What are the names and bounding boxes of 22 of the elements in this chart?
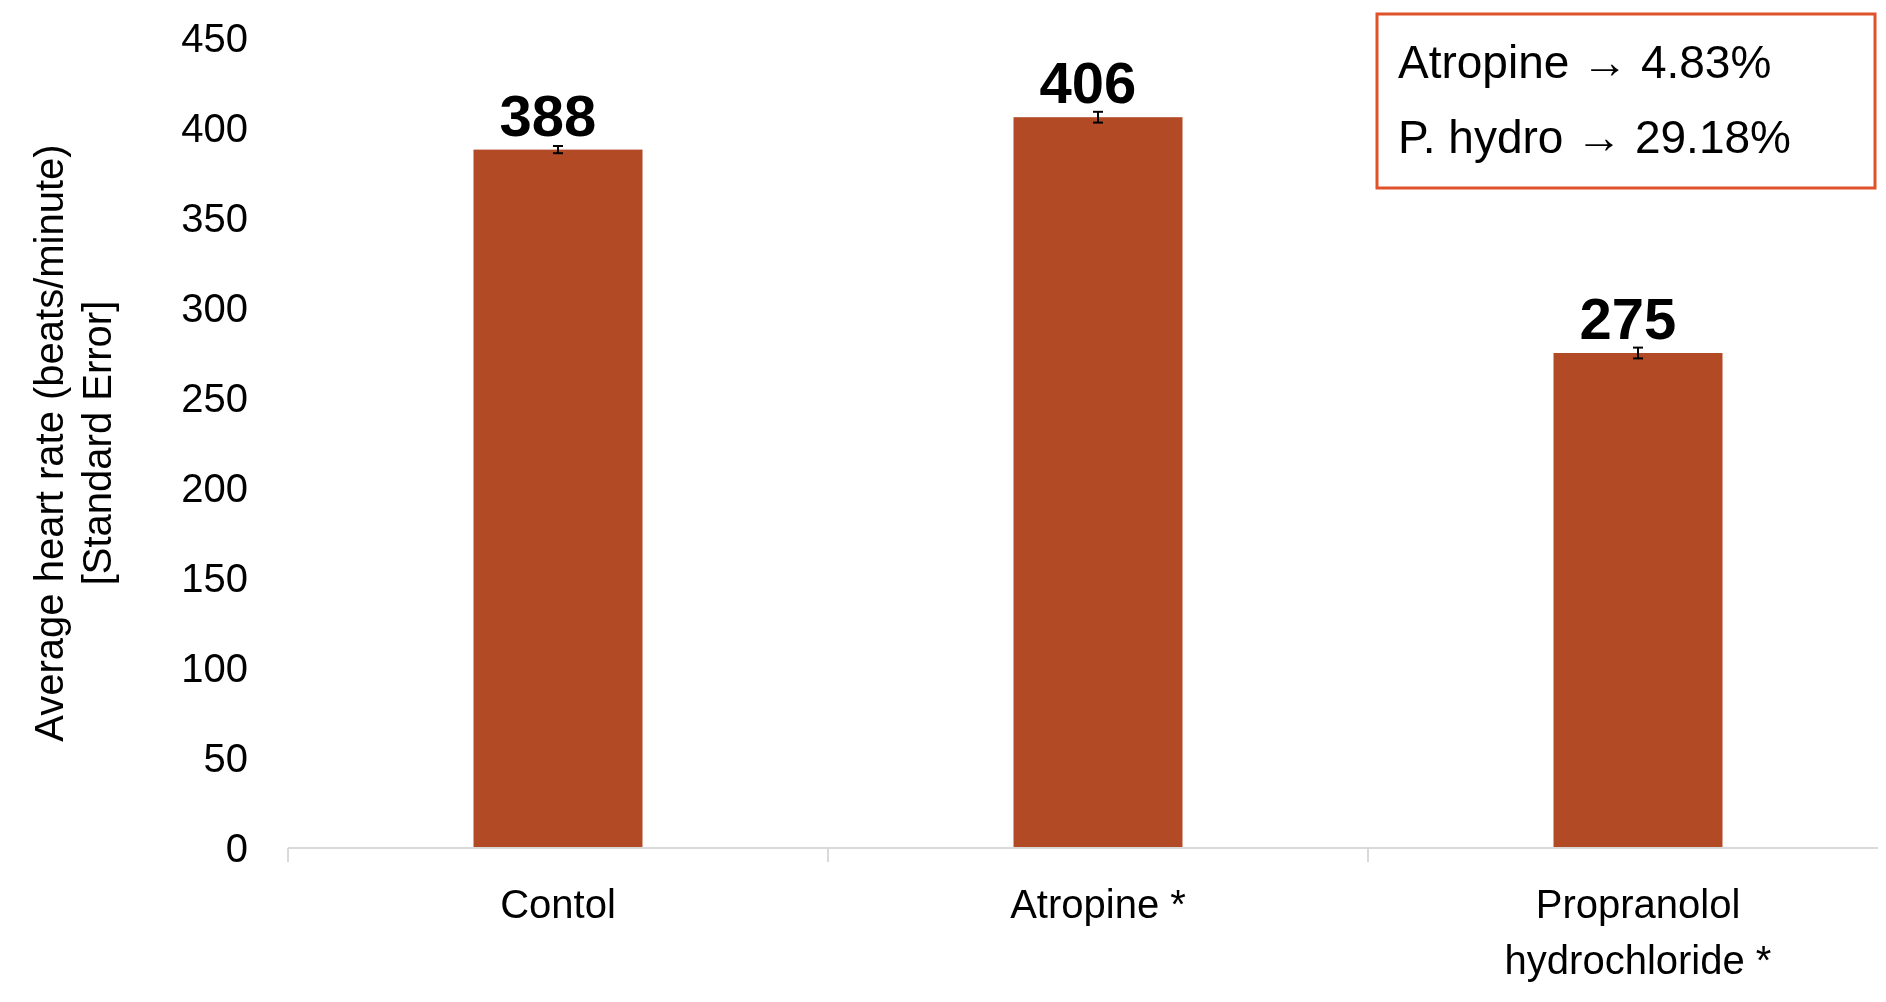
y-tick-label: 100 [181,646,248,690]
y-tick-label: 0 [225,826,248,870]
data-label: 388 [499,82,597,148]
y-tick-label: 350 [181,196,248,240]
y-tick-label: 300 [181,286,248,330]
y-tick-label: 250 [181,376,248,420]
x-tick-label: Contol [500,882,616,926]
y-axis-title: Average heart rate (beats/minute) [Standard Error] [27,144,119,742]
data-label: 406 [1039,50,1137,116]
annotation: Atropine → 4.83% [1398,36,1772,88]
x-tick-label: Propranolol hydrochloride * [1504,882,1772,982]
bar [473,149,643,848]
y-tick-label: 50 [203,736,248,780]
x-tick-label: Atropine * [1010,882,1186,926]
y-tick-label: 400 [181,106,248,150]
y-tick-label: 450 [181,16,248,60]
data-label: 275 [1579,286,1677,351]
y-tick-label: 150 [181,556,248,600]
bar [1013,117,1183,848]
annotation: P. hydro → 29.18% [1398,111,1791,163]
bar [1553,353,1723,848]
y-tick-label: 200 [181,466,248,510]
